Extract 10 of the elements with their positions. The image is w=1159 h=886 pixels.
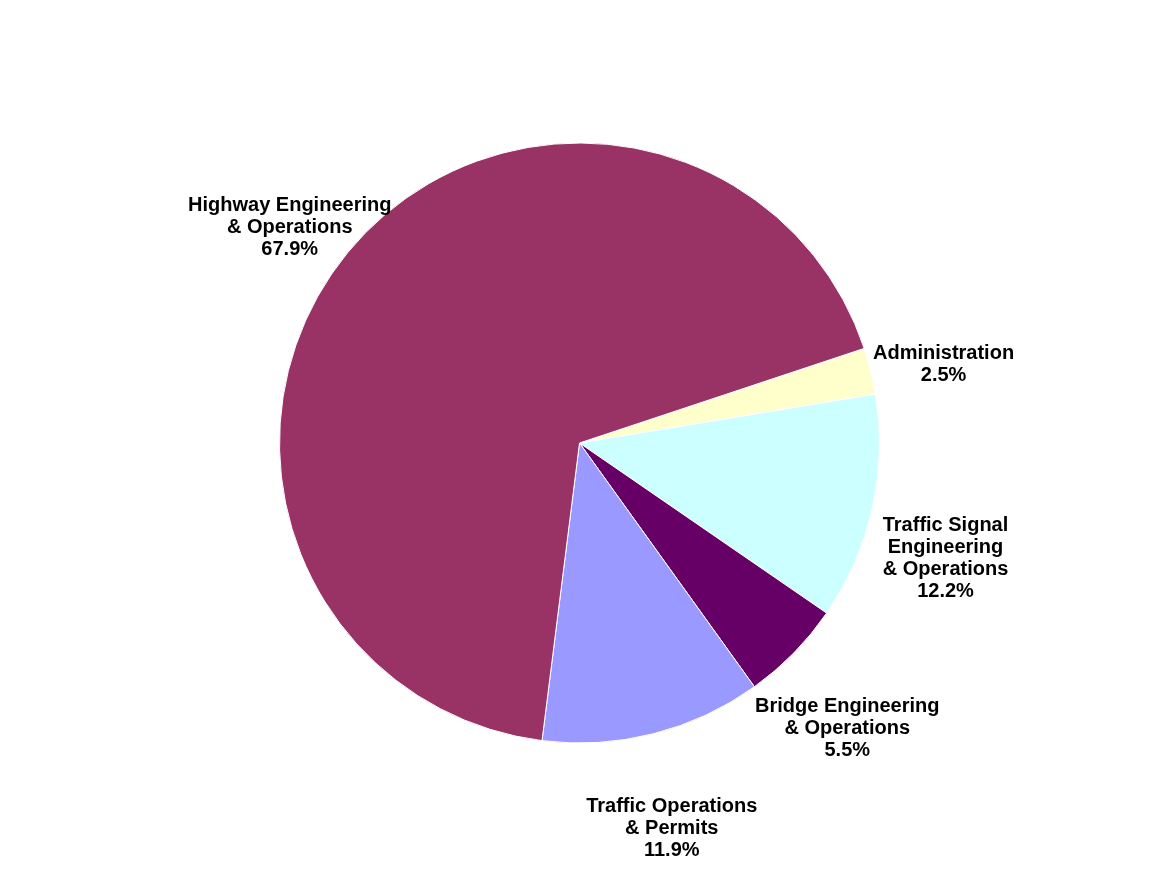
data-label: 2.5% bbox=[920, 363, 967, 386]
data-label: 5.5% bbox=[824, 737, 871, 760]
slice-label: Traffic Operations & Permits bbox=[586, 794, 758, 839]
data-label: 12.2% bbox=[917, 578, 975, 601]
slice-label: Administration bbox=[872, 341, 1015, 364]
slice-label: Traffic Signal Engineering & Operations bbox=[882, 512, 1009, 579]
slice-label: Highway Engineering & Operations bbox=[188, 192, 392, 237]
data-label: 67.9% bbox=[261, 236, 319, 259]
slice-label: Bridge Engineering & Operations bbox=[755, 693, 940, 738]
data-label: 11.9% bbox=[643, 838, 700, 861]
